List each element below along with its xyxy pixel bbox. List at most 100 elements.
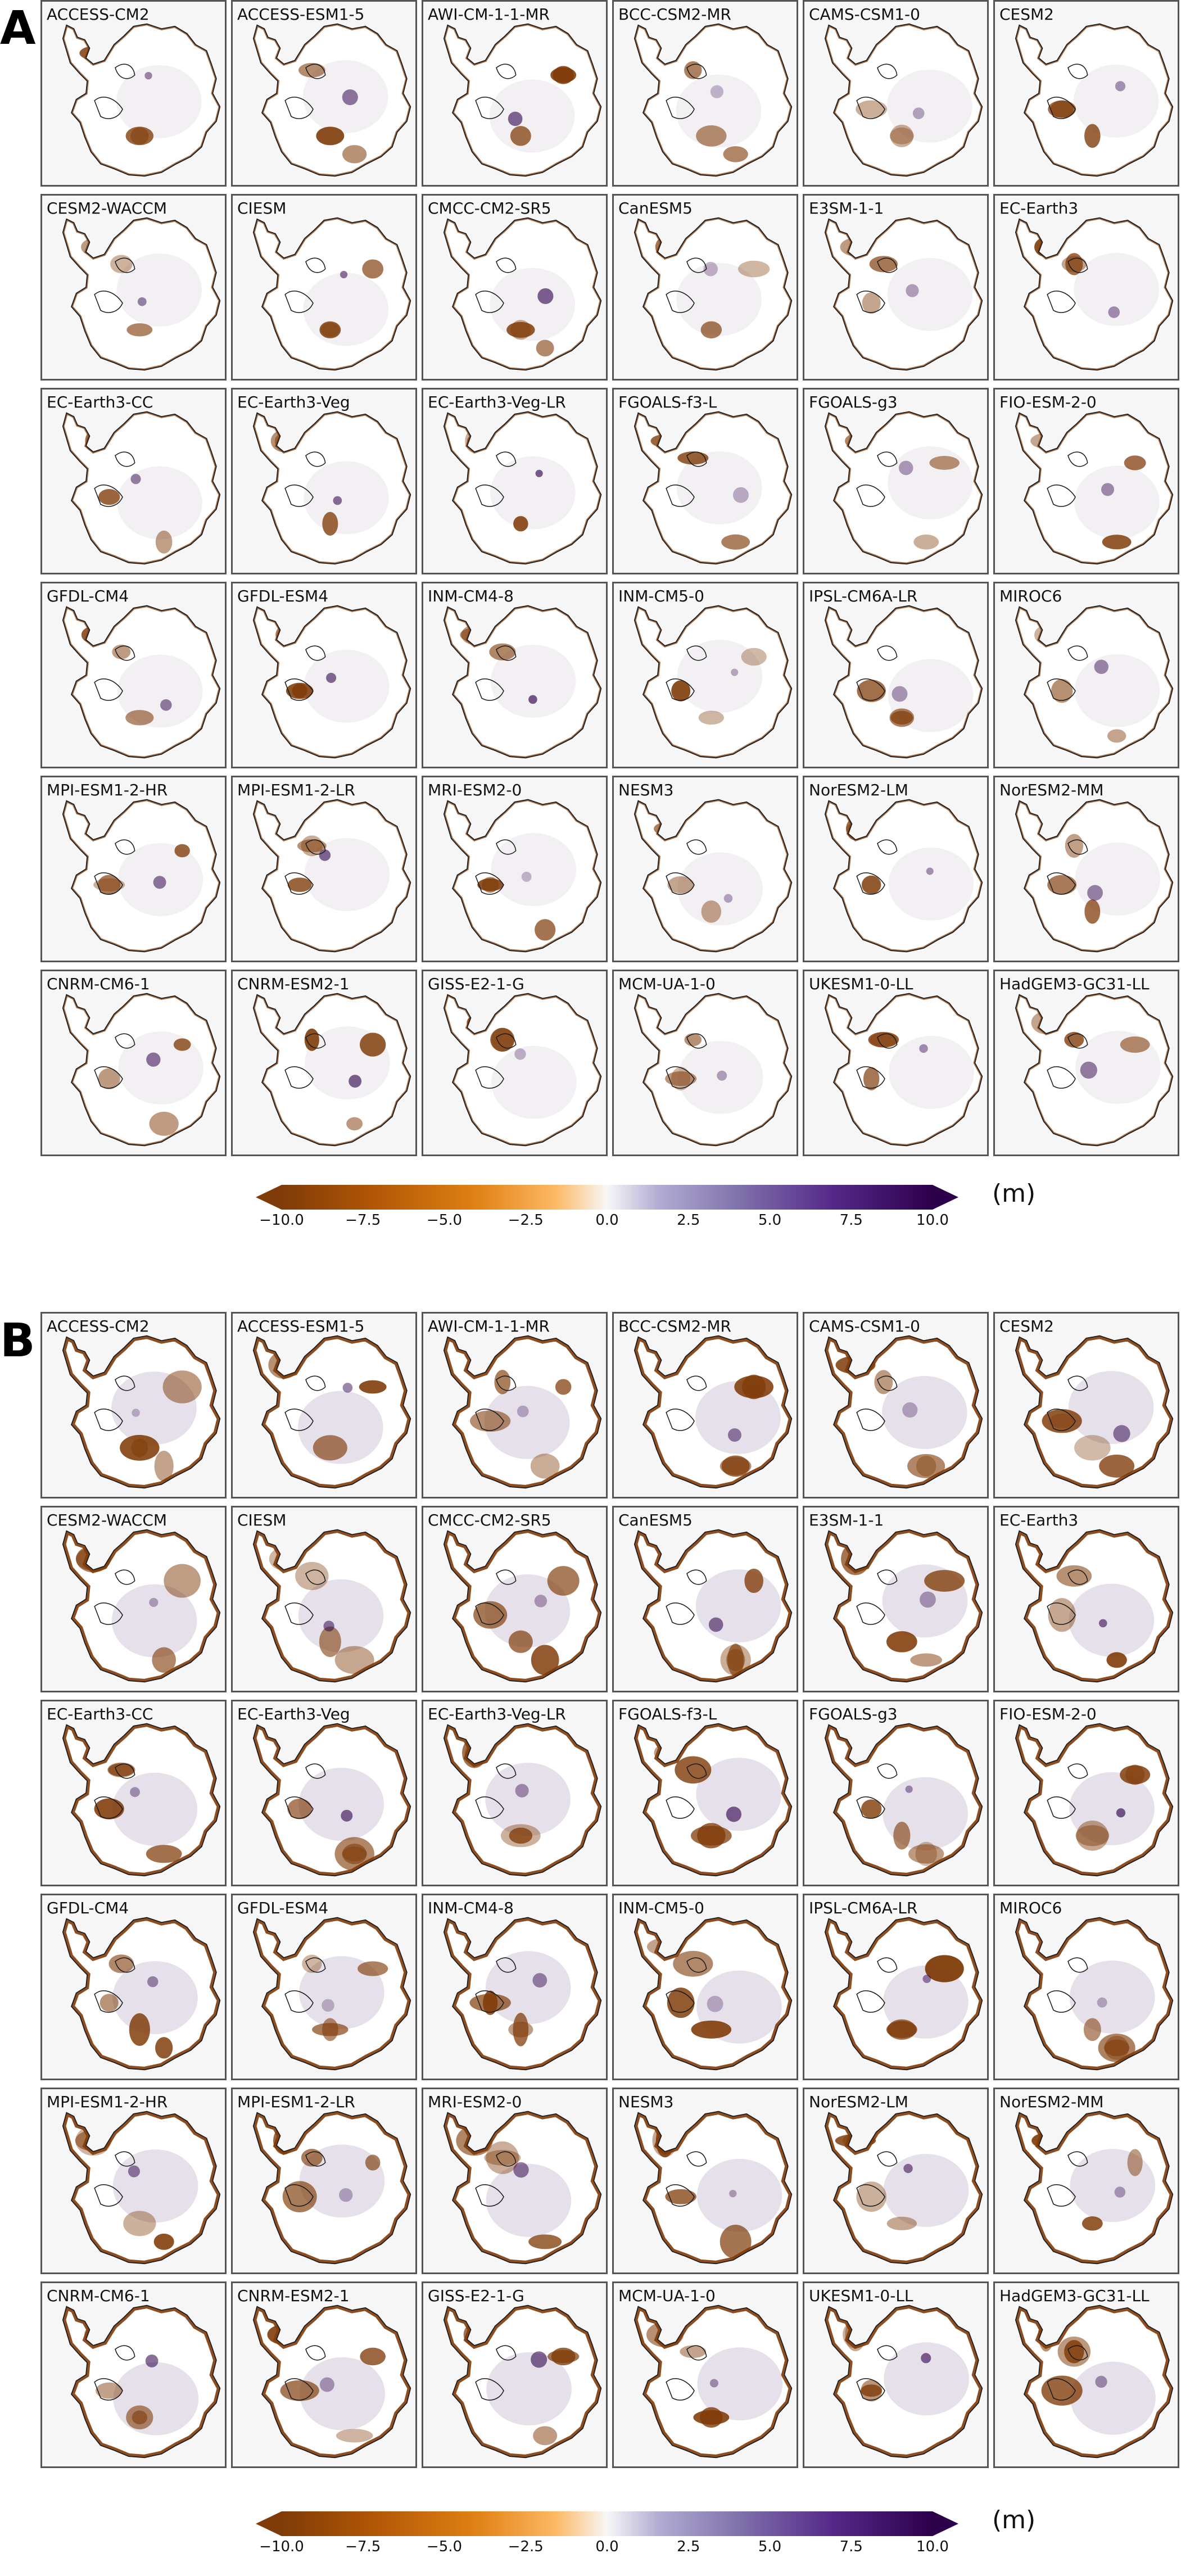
positive-anomaly: [112, 2149, 198, 2223]
coastline: [634, 1723, 793, 1877]
grounding-line: [856, 291, 885, 313]
positive-anomaly: [1094, 659, 1109, 674]
colorbar-tick-label: 5.0: [758, 2538, 782, 2555]
grounding-line: [1047, 2184, 1076, 2207]
model-label: CIESM: [237, 199, 287, 218]
positive-anomaly: [710, 2379, 718, 2388]
negative-anomaly: [319, 321, 341, 338]
coastline: [252, 2111, 411, 2265]
negative-anomaly: [870, 1033, 897, 1047]
grounding-line: [284, 678, 314, 701]
positive-anomaly: [339, 2188, 353, 2202]
grounding-line: [877, 64, 898, 79]
negative-anomaly: [1084, 899, 1101, 924]
negative-anomaly: [98, 1068, 120, 1089]
grounding-line: [877, 451, 898, 467]
antarctica-map: [443, 217, 602, 371]
antarctica-map: [634, 23, 793, 177]
coastline: [634, 1917, 793, 2071]
model-label: FGOALS-f3-L: [618, 1705, 717, 1723]
map-panel: CAMS-CSM1-0: [803, 1312, 989, 1498]
antarctica-map: [252, 1335, 411, 1489]
positive-anomaly: [130, 474, 141, 485]
antarctica-map: [62, 217, 221, 371]
model-label: MIROC6: [999, 587, 1062, 605]
grounding-line: [284, 872, 314, 895]
grounding-line: [1067, 451, 1088, 467]
colorbar-tick-label: −2.5: [508, 2538, 544, 2555]
negative-anomaly: [295, 1561, 329, 1590]
colorbar-tick-label: 0.0: [595, 1212, 619, 1229]
positive-anomaly: [484, 1386, 570, 1459]
negative-anomaly: [362, 259, 384, 279]
map-panel: INM-CM4-8: [422, 1894, 608, 2080]
negative-anomaly: [650, 434, 680, 448]
coastline: [252, 217, 411, 371]
map-panel: CESM2: [993, 1312, 1179, 1498]
antarctica-map: [634, 1529, 793, 1683]
grounding-line: [1067, 1375, 1088, 1391]
negative-anomaly: [365, 2154, 381, 2171]
grounding-line: [305, 1375, 326, 1391]
positive-anomaly: [517, 1405, 529, 1418]
grounding-line: [305, 1569, 326, 1585]
model-label: CESM2-WACCM: [47, 199, 168, 218]
grounding-line: [686, 2345, 707, 2361]
positive-anomaly: [298, 1579, 384, 1653]
grounding-line: [1047, 1066, 1076, 1089]
positive-anomaly: [1097, 1997, 1107, 2008]
model-label: NESM3: [618, 2093, 674, 2111]
coastline: [443, 1917, 602, 2071]
negative-anomaly: [93, 878, 125, 891]
antarctica-map: [443, 1723, 602, 1877]
negative-anomaly: [320, 322, 340, 337]
grounding-line: [496, 1033, 517, 1049]
coastline: [634, 993, 793, 1147]
grounding-line: [305, 1763, 326, 1779]
model-label: MRI-ESM2-0: [428, 781, 522, 799]
negative-anomaly: [1127, 2149, 1143, 2176]
grounding-line: [475, 678, 504, 701]
grounding-line: [856, 2378, 885, 2401]
coastline: [443, 411, 602, 565]
grounding-line: [666, 872, 695, 895]
coastline: [824, 799, 983, 953]
grounding-line: [305, 1957, 326, 1973]
positive-anomaly: [537, 288, 554, 304]
model-label: EC-Earth3-Veg-LR: [428, 1705, 566, 1723]
negative-anomaly: [125, 710, 154, 726]
colorbar-tick-label: −7.5: [345, 1212, 381, 1229]
coastline: [634, 217, 793, 371]
positive-anomaly: [707, 1995, 723, 2012]
negative-anomaly: [1084, 124, 1101, 148]
map-panel: CanESM5: [612, 194, 798, 381]
positive-anomaly: [912, 107, 925, 119]
antarctica-map: [62, 605, 221, 759]
antarctica-map: [252, 1917, 411, 2071]
grounding-line: [856, 97, 885, 119]
negative-anomaly: [154, 1451, 174, 1482]
model-label: GFDL-CM4: [47, 587, 129, 605]
negative-anomaly: [76, 1547, 111, 1571]
grounding-line: [496, 1569, 517, 1585]
negative-anomaly: [889, 127, 914, 144]
negative-anomaly: [94, 1798, 124, 1819]
negative-anomaly: [835, 2134, 876, 2148]
grounding-line: [284, 1602, 314, 1625]
grounding-line: [666, 97, 695, 119]
negative-anomaly: [887, 2019, 916, 2040]
negative-anomaly: [890, 124, 914, 147]
positive-anomaly: [128, 2165, 140, 2177]
negative-anomaly: [1048, 100, 1076, 118]
coastline: [252, 799, 411, 953]
map-panel: NorESM2-MM: [993, 776, 1179, 962]
positive-anomaly: [726, 1807, 742, 1822]
coastline: [634, 1335, 793, 1489]
grounding-line: [1067, 1763, 1088, 1779]
antarctica-map: [824, 799, 983, 953]
colorbar-tick-label: 2.5: [677, 1212, 700, 1229]
positive-anomaly: [1074, 253, 1160, 327]
positive-anomaly: [319, 849, 331, 861]
negative-anomaly: [677, 451, 709, 465]
model-label: EC-Earth3-CC: [47, 1705, 153, 1723]
